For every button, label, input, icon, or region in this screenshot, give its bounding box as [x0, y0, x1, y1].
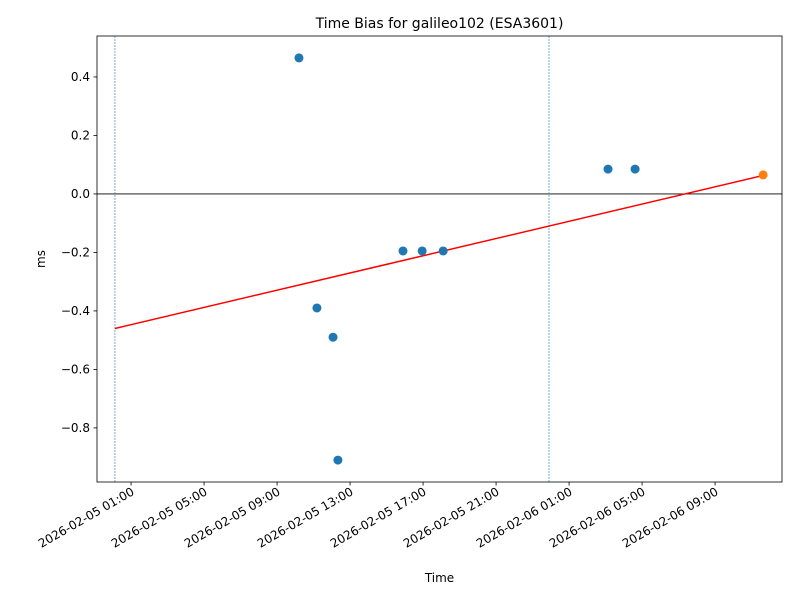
y-tick-label: −0.4 — [61, 304, 90, 318]
x-axis-label: Time — [424, 571, 454, 585]
y-tick-label: −0.6 — [61, 362, 90, 376]
point — [333, 455, 343, 465]
y-tick-label: 0.2 — [71, 128, 90, 142]
y-tick-label: −0.2 — [61, 245, 90, 259]
y-tick-label: 0.4 — [71, 70, 90, 84]
y-tick-label: 0.0 — [71, 187, 90, 201]
point — [758, 170, 768, 180]
point — [398, 246, 408, 256]
point — [328, 332, 338, 342]
point — [603, 164, 613, 174]
point — [630, 164, 640, 174]
point — [417, 246, 427, 256]
y-axis-label: ms — [34, 250, 48, 268]
y-tick-label: −0.8 — [61, 421, 90, 435]
point — [294, 53, 304, 63]
plot-frame — [96, 35, 783, 483]
point — [312, 303, 322, 313]
point — [438, 246, 448, 256]
chart-title: Time Bias for galileo102 (ESA3601) — [315, 16, 564, 32]
